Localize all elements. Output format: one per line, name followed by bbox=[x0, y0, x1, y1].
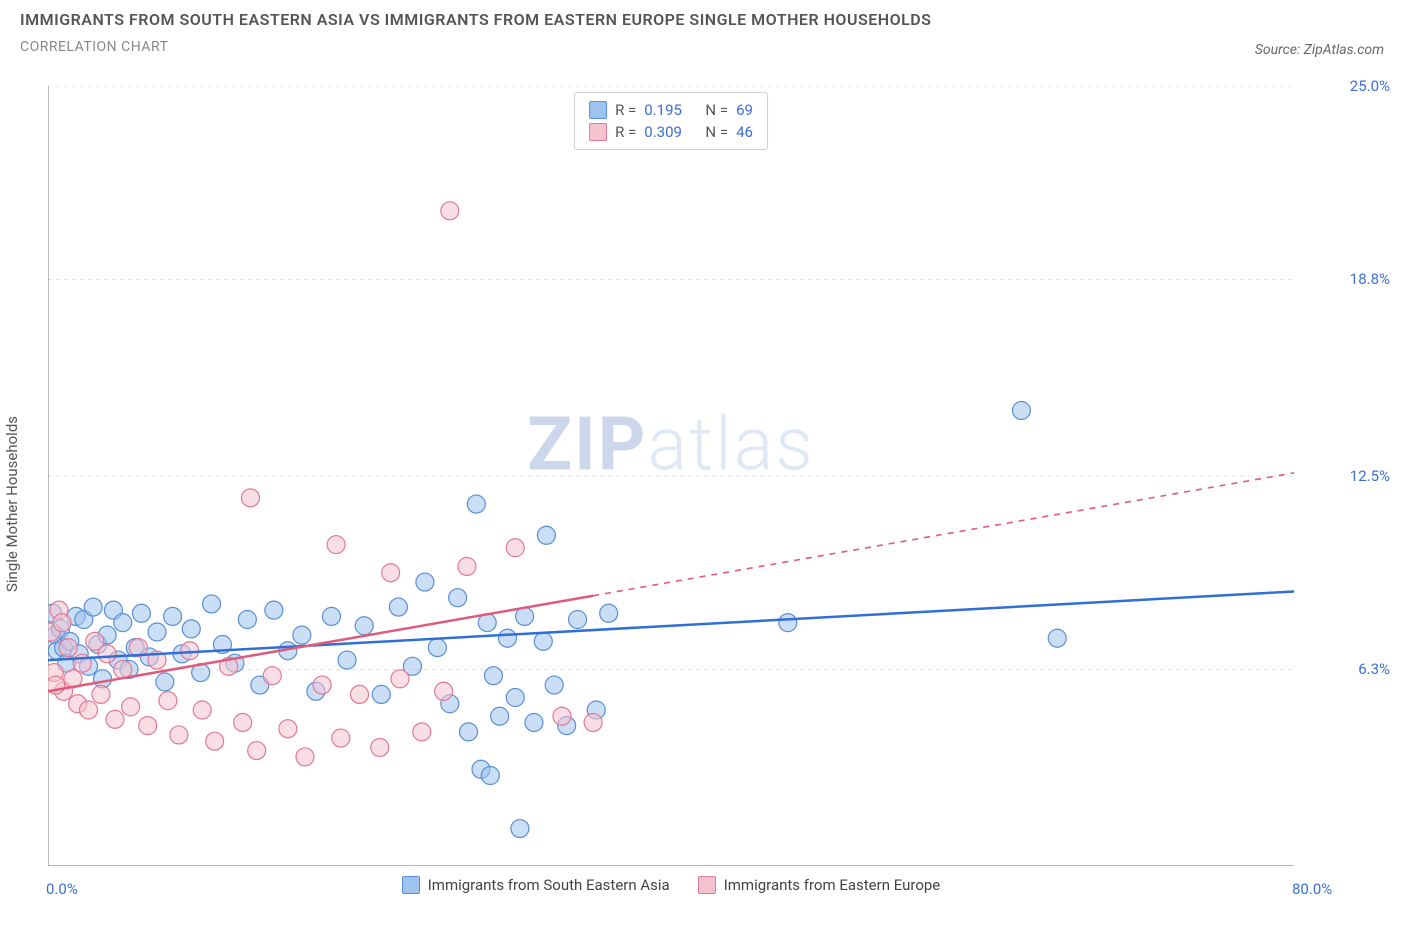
stats-row: R = 0.195 N = 69 bbox=[589, 99, 753, 121]
x-tick-label: 80.0% bbox=[1292, 880, 1332, 898]
swatch-icon bbox=[589, 101, 607, 119]
y-axis-label: Single Mother Households bbox=[3, 416, 21, 592]
y-tick-label: 25.0% bbox=[1300, 77, 1390, 95]
chart-container: Single Mother Households ZIPatlas R = 0.… bbox=[0, 78, 1406, 930]
plot-svg bbox=[48, 86, 1294, 866]
chart-title: IMMIGRANTS FROM SOUTH EASTERN ASIA VS IM… bbox=[20, 10, 931, 29]
chart-subtitle: CORRELATION CHART bbox=[20, 39, 931, 55]
legend-item: Immigrants from Eastern Europe bbox=[698, 876, 941, 894]
swatch-icon bbox=[589, 123, 607, 141]
y-tick-label: 12.5% bbox=[1300, 467, 1390, 485]
series-legend: Immigrants from South Eastern Asia Immigr… bbox=[48, 876, 1294, 898]
stats-legend: R = 0.195 N = 69R = 0.309 N = 46 bbox=[574, 92, 768, 150]
y-tick-label: 18.8% bbox=[1300, 270, 1390, 288]
plot-area: ZIPatlas R = 0.195 N = 69R = 0.309 N = 4… bbox=[48, 86, 1294, 866]
x-tick-label: 0.0% bbox=[46, 880, 78, 898]
legend-item: Immigrants from South Eastern Asia bbox=[402, 876, 670, 894]
swatch-icon bbox=[402, 876, 420, 894]
stats-row: R = 0.309 N = 46 bbox=[589, 121, 753, 143]
source-attribution: Source: ZipAtlas.com bbox=[1255, 42, 1384, 58]
swatch-icon bbox=[698, 876, 716, 894]
y-tick-label: 6.3% bbox=[1300, 660, 1390, 678]
